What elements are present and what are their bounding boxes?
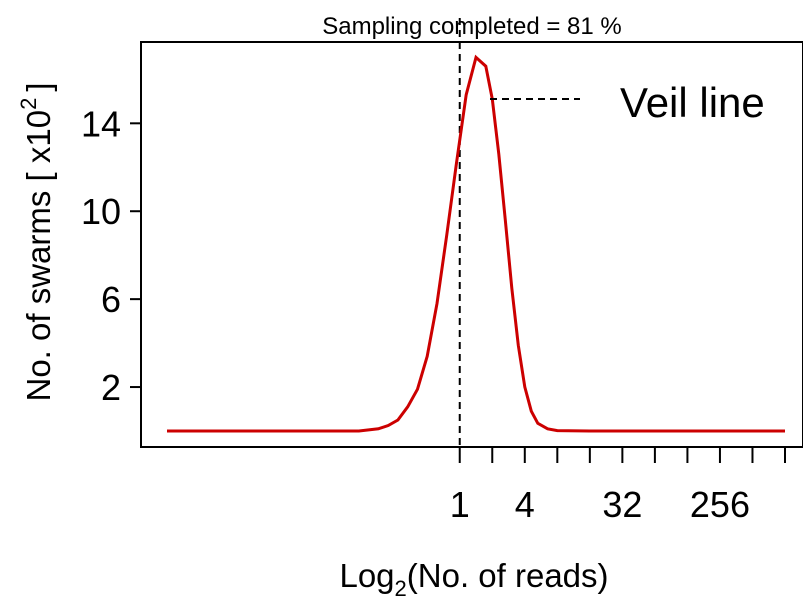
- x-tick-label: 32: [602, 484, 642, 525]
- x-axis-label-main: Log: [339, 557, 394, 594]
- y-tick-label: 2: [101, 367, 121, 408]
- y-axis-label-close: ]: [20, 82, 57, 91]
- y-axis: 2 6 10 14: [81, 103, 141, 408]
- x-axis-label-subscript: 2: [395, 576, 407, 596]
- chart-title: Sampling completed = 81 %: [322, 13, 622, 40]
- x-axis-label-rest: (No. of reads): [407, 557, 609, 594]
- x-tick-label: 4: [515, 484, 535, 525]
- y-tick-label: 14: [81, 103, 121, 144]
- y-axis-label-main: No. of swarms [ x10: [20, 110, 57, 402]
- x-axis: 1 4 32 256: [450, 447, 786, 525]
- y-axis-label-exponent: 2: [16, 98, 41, 110]
- y-axis-label: No. of swarms [ x102]: [16, 82, 57, 401]
- x-tick-label: 1: [450, 484, 470, 525]
- y-tick-label: 10: [81, 191, 121, 232]
- x-tick-label: 256: [690, 484, 750, 525]
- x-axis-label: Log2(No. of reads): [339, 557, 608, 596]
- series-line-swarms: [167, 54, 785, 433]
- plot-frame: [140, 41, 803, 448]
- y-tick-label: 6: [101, 279, 121, 320]
- veil-line-annotation: Veil line: [620, 79, 765, 126]
